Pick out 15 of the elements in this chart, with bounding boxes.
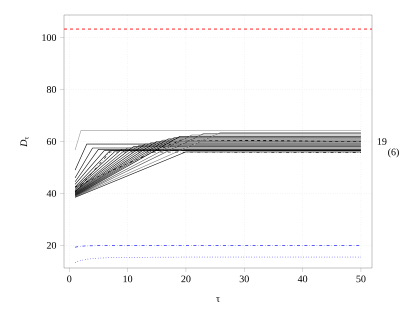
y-tick-label: 60 — [46, 138, 56, 145]
y-tick-label: 40 — [46, 190, 56, 197]
y-tick-label: 80 — [46, 86, 56, 93]
x-tick-label: 50 — [356, 276, 366, 282]
x-axis-title: τ — [216, 297, 220, 302]
x-tick-label: 40 — [298, 276, 308, 282]
y-axis-title: D$_{τ}$ — [20, 136, 29, 147]
x-tick-label: 10 — [123, 276, 132, 282]
y-tick-label: 20 — [46, 242, 56, 249]
x-tick-label: 20 — [181, 276, 191, 282]
x-tick-label: 30 — [240, 276, 249, 282]
text: 19 — [378, 138, 386, 145]
x-tick-label: 0 — [67, 276, 72, 282]
y-tick-label: 100 — [42, 34, 56, 41]
text: (6) — [388, 148, 399, 158]
